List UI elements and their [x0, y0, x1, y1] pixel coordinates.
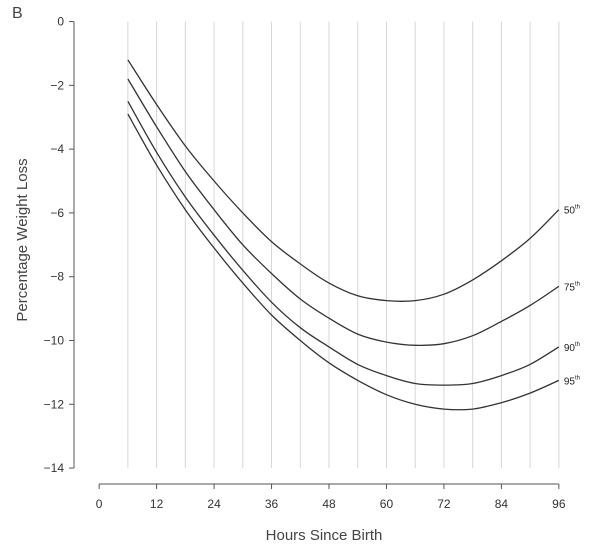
series-label-suffix: th	[575, 205, 580, 211]
x-tick-label: 60	[380, 497, 394, 511]
y-axis-ticks: 0 −2 −4 −6 −8 −10 −12 −14	[44, 15, 74, 475]
axes	[73, 21, 559, 485]
x-tick-label: 96	[552, 497, 566, 511]
y-tick-label: −4	[50, 142, 64, 156]
x-tick-label: 0	[96, 497, 103, 511]
series-line-75	[127, 78, 560, 347]
x-axis-ticks: 0 12 24 36 48 60 72 84 96	[96, 484, 566, 511]
y-tick-label: −14	[44, 461, 65, 475]
x-tick-label: 48	[322, 497, 336, 511]
x-axis-title: Hours Since Birth	[266, 527, 383, 544]
y-tick-label: −12	[44, 397, 65, 411]
y-tick-label: −8	[50, 270, 64, 284]
x-tick-label: 24	[207, 497, 221, 511]
grid-lines	[127, 21, 560, 469]
series-label-50: 50th	[564, 205, 580, 217]
series-label-suffix: th	[575, 281, 580, 287]
x-tick-label: 36	[265, 497, 279, 511]
series-line-90	[127, 100, 560, 386]
y-tick-label: 0	[57, 15, 64, 29]
series-label-90: 90th	[564, 342, 580, 354]
series-line-50	[127, 59, 560, 302]
x-tick-label: 12	[150, 497, 164, 511]
y-tick-label: −2	[50, 78, 64, 92]
series-label-suffix: th	[575, 375, 580, 381]
x-tick-label: 84	[495, 497, 509, 511]
series-line-95	[127, 113, 560, 411]
panel-label: B	[12, 5, 23, 22]
series-label-suffix: th	[575, 342, 580, 348]
y-axis-title: Percentage Weight Loss	[14, 158, 31, 321]
y-tick-label: −6	[50, 206, 64, 220]
series-label-75: 75th	[564, 281, 580, 293]
y-tick-label: −10	[44, 333, 65, 347]
series-label-95: 95th	[564, 375, 580, 387]
x-tick-label: 72	[437, 497, 451, 511]
series-group: 50th 75th 90th 95th	[127, 59, 580, 411]
